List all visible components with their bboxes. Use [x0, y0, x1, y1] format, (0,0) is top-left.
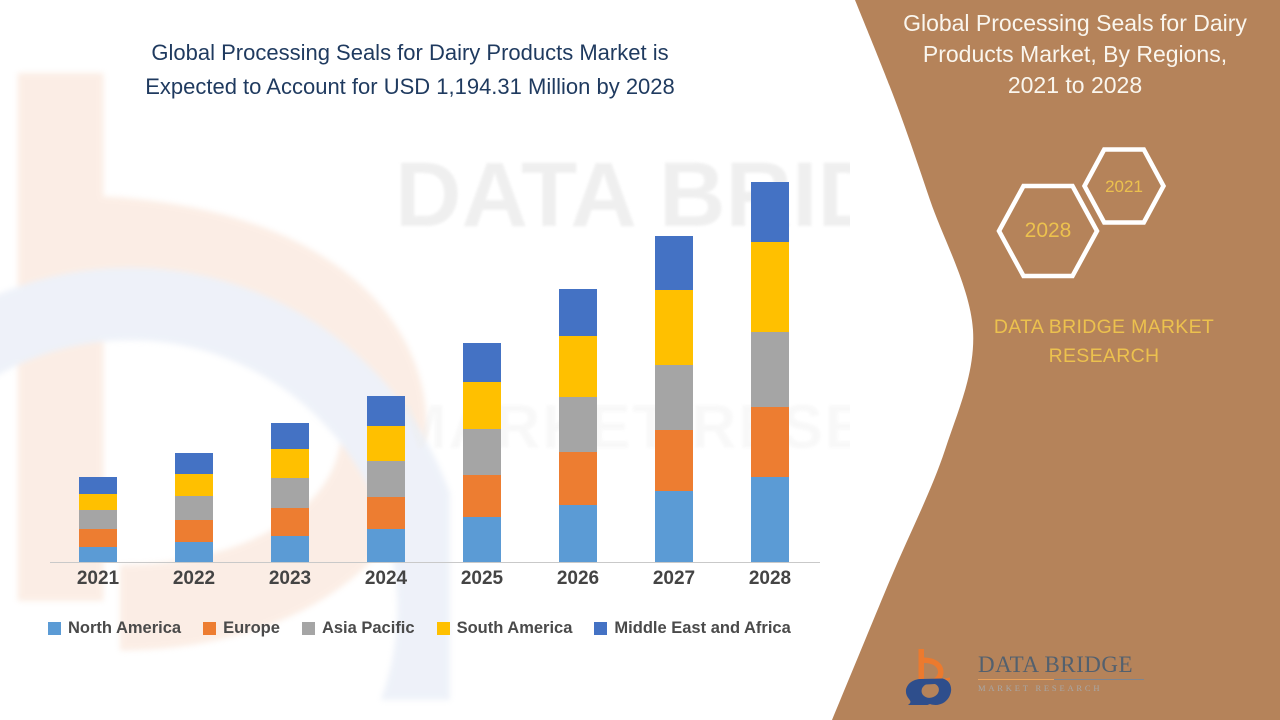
svg-text:2021: 2021 [1105, 177, 1143, 196]
svg-text:2028: 2028 [1025, 219, 1072, 242]
